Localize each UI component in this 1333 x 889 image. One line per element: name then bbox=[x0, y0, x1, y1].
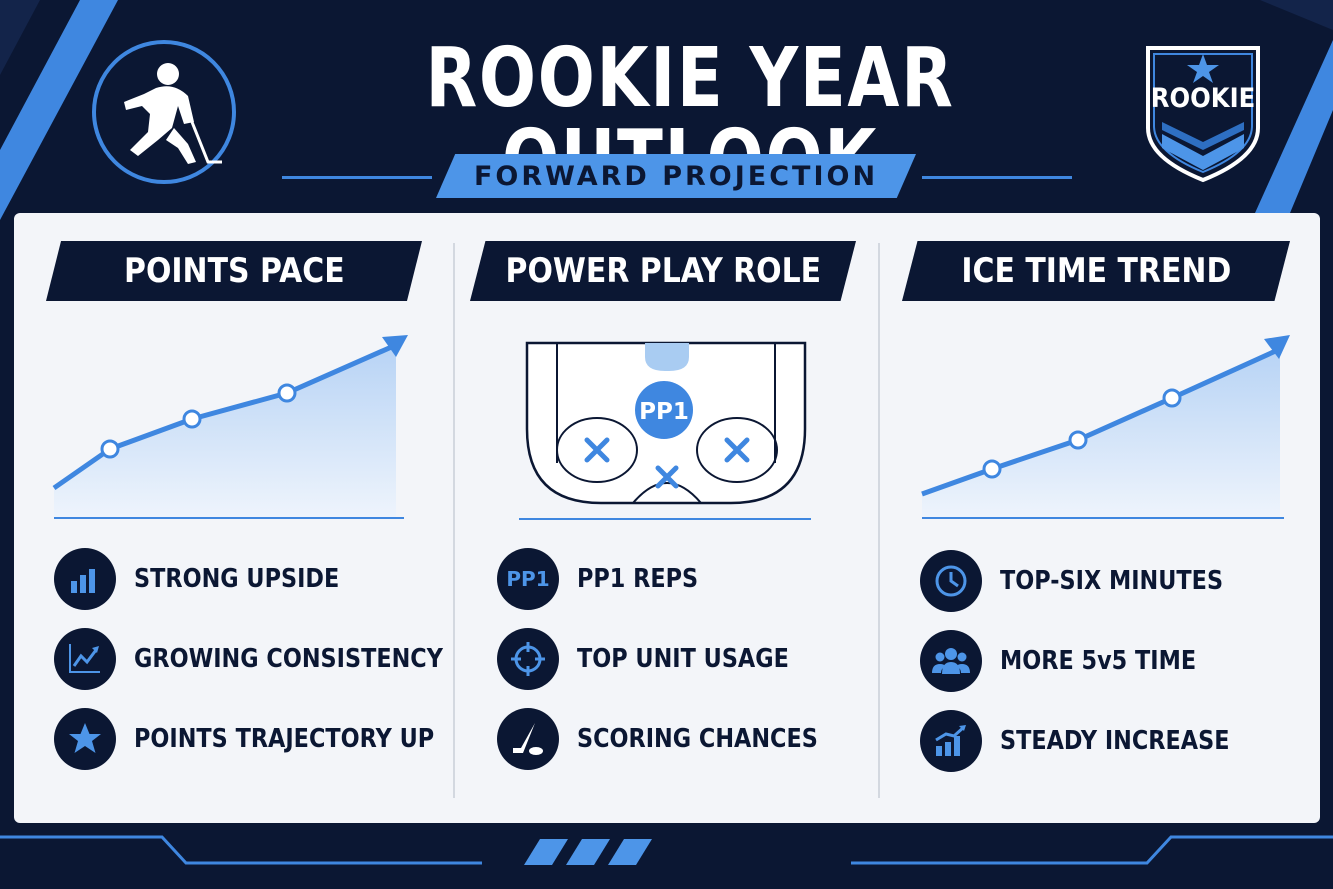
feature-item: TOP UNIT USAGE bbox=[497, 627, 823, 691]
feature-label: POINTS TRAJECTORY UP bbox=[134, 724, 435, 754]
star-icon bbox=[54, 708, 116, 770]
subtitle-line-left bbox=[282, 176, 432, 179]
subtitle-banner: FORWARD PROJECTION bbox=[436, 154, 916, 198]
chart-point bbox=[100, 439, 120, 459]
feature-label: SCORING CHANCES bbox=[577, 724, 818, 754]
column-title: ICE TIME TREND bbox=[961, 251, 1231, 291]
feature-item: PP1 PP1 REPS bbox=[497, 547, 718, 611]
header: ROOKIE YEAR OUTLOOK FORWARD PROJECTION R… bbox=[0, 0, 1333, 210]
feature-item: STRONG UPSIDE bbox=[54, 547, 373, 611]
main-panel: POINTS PACE STRONG UPSIDE bbox=[14, 213, 1320, 823]
pp1-icon: PP1 bbox=[497, 548, 559, 610]
column-title: POINTS PACE bbox=[123, 251, 345, 291]
chart-point bbox=[1068, 430, 1088, 450]
crosshair-icon bbox=[497, 628, 559, 690]
clock-icon bbox=[920, 550, 982, 612]
feature-label: STRONG UPSIDE bbox=[134, 564, 340, 594]
points-pace-chart bbox=[52, 335, 408, 519]
line-chart-icon bbox=[54, 628, 116, 690]
pp1-marker-label: PP1 bbox=[639, 399, 689, 425]
column-divider-2 bbox=[878, 243, 880, 798]
x-marker bbox=[584, 437, 750, 489]
column-points-pace: POINTS PACE STRONG UPSIDE bbox=[14, 213, 454, 823]
chart-point bbox=[182, 409, 202, 429]
feature-label: TOP-SIX MINUTES bbox=[1000, 566, 1224, 596]
star-icon bbox=[1187, 54, 1219, 83]
feature-label: PP1 REPS bbox=[577, 564, 699, 594]
group-icon bbox=[920, 630, 982, 692]
feature-item: SCORING CHANCES bbox=[497, 707, 857, 771]
hockey-player-icon bbox=[92, 40, 236, 184]
feature-item: GROWING CONSISTENCY bbox=[54, 627, 493, 691]
feature-label: STEADY INCREASE bbox=[1000, 726, 1230, 756]
hockey-stick-icon bbox=[497, 708, 559, 770]
column-title: POWER PLAY ROLE bbox=[505, 251, 821, 291]
ice-time-chart bbox=[921, 335, 1290, 519]
column-power-play-role: POWER PLAY ROLE PP1 PP1 PP1 REPS bbox=[455, 213, 879, 823]
column-header: POWER PLAY ROLE bbox=[470, 241, 856, 301]
footer-decoration bbox=[0, 835, 1333, 865]
power-play-rink-diagram: PP1 bbox=[525, 341, 807, 505]
column-ice-time-trend: ICE TIME TREND TOP-SIX MINUTES bbox=[880, 213, 1320, 823]
feature-label: TOP UNIT USAGE bbox=[577, 644, 789, 674]
feature-label: GROWING CONSISTENCY bbox=[134, 644, 443, 674]
feature-item: POINTS TRAJECTORY UP bbox=[54, 707, 483, 771]
feature-item: STEADY INCREASE bbox=[920, 709, 1267, 773]
column-divider-1 bbox=[453, 243, 455, 798]
feature-label: MORE 5v5 TIME bbox=[1000, 646, 1197, 676]
rink-baseline bbox=[519, 518, 811, 520]
column-header: POINTS PACE bbox=[46, 241, 422, 301]
growth-bars-icon bbox=[920, 710, 982, 772]
rookie-shield-badge: ROOKIE bbox=[1142, 38, 1264, 184]
chart-point bbox=[1162, 388, 1182, 408]
chart-point bbox=[277, 383, 297, 403]
feature-item: MORE 5v5 TIME bbox=[920, 629, 1228, 693]
chart-point bbox=[982, 459, 1002, 479]
pp1-icon-text: PP1 bbox=[506, 567, 550, 591]
rookie-badge-label: ROOKIE bbox=[1150, 83, 1256, 114]
subtitle: FORWARD PROJECTION bbox=[473, 160, 879, 192]
feature-item: TOP-SIX MINUTES bbox=[920, 549, 1259, 613]
pp1-marker bbox=[635, 381, 693, 439]
bar-chart-icon bbox=[54, 548, 116, 610]
subtitle-line-right bbox=[922, 176, 1072, 179]
column-header: ICE TIME TREND bbox=[902, 241, 1290, 301]
trend-up-arrow-icon bbox=[382, 335, 408, 357]
trend-up-arrow-icon bbox=[1264, 335, 1290, 359]
